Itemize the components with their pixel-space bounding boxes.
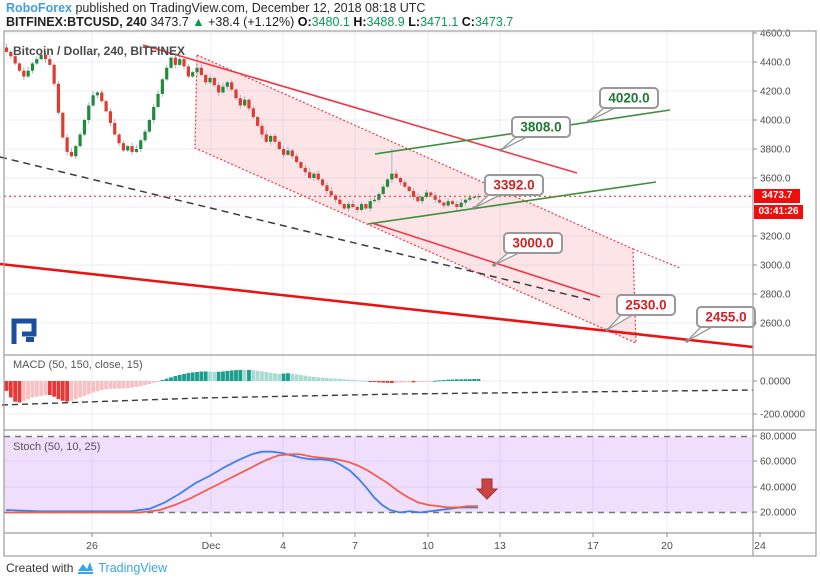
bar-countdown-tag: 03:41:26 <box>754 205 803 219</box>
svg-text:0.0000: 0.0000 <box>760 377 791 388</box>
close-label: C: <box>461 15 475 29</box>
svg-text:4020.0: 4020.0 <box>608 91 649 106</box>
svg-text:3000.0: 3000.0 <box>512 236 553 251</box>
stoch-d-line <box>6 453 478 514</box>
svg-text:13: 13 <box>494 540 506 552</box>
svg-text:3000.0: 3000.0 <box>760 261 791 272</box>
tradingview-logo-icon <box>78 562 94 574</box>
descending-channel <box>194 54 681 344</box>
secondary-descending-trendline[interactable] <box>142 44 578 174</box>
price-callout-3808.0[interactable]: 3808.0 <box>499 116 571 152</box>
stoch-k-line <box>5 450 478 514</box>
svg-text:3200.0: 3200.0 <box>760 232 791 243</box>
low-label: L: <box>408 15 421 29</box>
current-price-tag: 3473.7 <box>754 189 800 203</box>
major-descending-trendline[interactable] <box>0 262 754 349</box>
svg-text:3600.0: 3600.0 <box>760 174 791 185</box>
last-price: 3473.7 <box>150 15 189 29</box>
symbol-ohlc-line: BITFINEX:BTCUSD, 240 3473.7 ▲ +38.4 (+1.… <box>6 15 513 30</box>
stoch-pane-label: Stoch (50, 10, 25) <box>13 441 101 453</box>
close-value: 3473.7 <box>474 15 514 29</box>
svg-text:26: 26 <box>86 540 98 552</box>
svg-text:3392.0: 3392.0 <box>493 178 534 193</box>
price-callout-2455.0[interactable]: 2455.0 <box>685 306 756 343</box>
svg-text:-200.0000: -200.0000 <box>760 410 805 421</box>
channel-inner-trendline[interactable] <box>371 222 601 298</box>
roboforex-brand-link[interactable]: RoboForex <box>6 1 72 15</box>
price-change: +38.4 (+1.12%) <box>208 15 295 29</box>
created-with-text: Created with <box>6 561 74 575</box>
published-text: published on TradingView.com, December 1… <box>71 1 426 15</box>
svg-text:17: 17 <box>587 540 599 552</box>
footer: Created with TradingView <box>6 561 167 575</box>
svg-text:2530.0: 2530.0 <box>625 298 666 313</box>
svg-text:20.0000: 20.0000 <box>760 508 797 519</box>
svg-text:10: 10 <box>422 540 434 552</box>
svg-text:Dec: Dec <box>202 540 221 552</box>
high-value: 3488.9 <box>366 15 405 29</box>
descending-dashed-trendline[interactable] <box>0 156 591 301</box>
low-value: 3471.1 <box>420 15 459 29</box>
macd-axis: 0.0000 -200.0000 <box>753 377 805 421</box>
macd-histogram <box>4 369 481 403</box>
svg-text:2800.0: 2800.0 <box>760 290 791 301</box>
svg-text:24: 24 <box>754 540 766 552</box>
stoch-axis: 80.0000 60.0000 40.0000 20.0000 <box>753 432 797 519</box>
publish-info-line: RoboForex published on TradingView.com, … <box>6 1 425 16</box>
time-axis: 26 Dec 4 7 10 13 17 20 24 <box>86 533 766 552</box>
svg-text:60.0000: 60.0000 <box>760 457 797 468</box>
symbol-label: BITFINEX:BTCUSD, 240 <box>6 15 147 29</box>
roboforex-watermark-logo <box>11 318 37 344</box>
down-arrow-annotation[interactable] <box>475 478 499 500</box>
price-callout-3392.0[interactable]: 3392.0 <box>472 174 544 210</box>
svg-text:40.0000: 40.0000 <box>760 483 797 494</box>
svg-text:4600.0: 4600.0 <box>760 29 791 40</box>
svg-text:3808.0: 3808.0 <box>520 120 561 135</box>
price-callout-2530.0[interactable]: 2530.0 <box>605 294 676 332</box>
stoch-overbought-oversold-band <box>4 435 753 514</box>
candlestick-series <box>4 43 481 213</box>
svg-text:4200.0: 4200.0 <box>760 87 791 98</box>
price-callout-3000.0[interactable]: 3000.0 <box>492 232 563 267</box>
pane-borders <box>3 30 817 557</box>
svg-text:20: 20 <box>661 540 673 552</box>
svg-text:7: 7 <box>352 540 358 552</box>
tradingview-brand-link[interactable]: TradingView <box>98 561 168 575</box>
svg-text:2455.0: 2455.0 <box>705 310 746 325</box>
macd-signal-line <box>1 389 754 406</box>
svg-text:80.0000: 80.0000 <box>760 432 797 443</box>
open-value: 3480.1 <box>311 15 350 29</box>
price-callout-4020.0[interactable]: 4020.0 <box>587 87 659 123</box>
svg-text:3800.0: 3800.0 <box>760 145 791 156</box>
chart-pane-title: Bitcoin / Dollar, 240, BITFINEX <box>13 44 186 58</box>
lower-ascending-trendline[interactable] <box>367 181 657 225</box>
macd-pane-label: MACD (50, 150, close, 15) <box>13 359 143 371</box>
high-label: H: <box>353 15 367 29</box>
gridlines <box>4 31 753 533</box>
svg-text:4400.0: 4400.0 <box>760 58 791 69</box>
svg-text:4: 4 <box>280 540 286 552</box>
svg-text:4000.0: 4000.0 <box>760 116 791 127</box>
open-label: O: <box>297 15 312 29</box>
price-axis: 4600.0 4400.0 4200.0 4000.0 3800.0 3600.0 3200… <box>753 29 791 330</box>
up-arrow-icon: ▲ <box>192 15 205 29</box>
svg-text:2600.0: 2600.0 <box>760 319 791 330</box>
